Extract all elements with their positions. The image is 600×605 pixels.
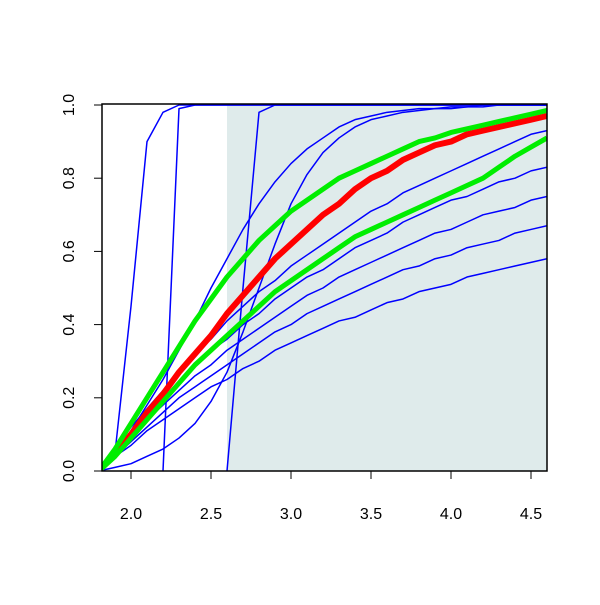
shade-layer bbox=[227, 105, 547, 471]
shaded-region bbox=[227, 105, 547, 471]
curve bbox=[102, 225, 547, 470]
curve bbox=[102, 135, 547, 471]
x-tick-label: 2.0 bbox=[120, 506, 142, 523]
y-tick-label: 0.4 bbox=[61, 313, 78, 335]
y-tick-label: 0.8 bbox=[61, 167, 78, 189]
curve bbox=[102, 108, 547, 471]
x-tick-label: 4.0 bbox=[440, 506, 462, 523]
x-tick-label: 3.5 bbox=[360, 506, 382, 523]
curve bbox=[102, 257, 547, 470]
curve bbox=[102, 195, 547, 469]
y-tick-label: 0.6 bbox=[61, 240, 78, 262]
curve bbox=[102, 113, 547, 471]
plot-box bbox=[101, 103, 548, 472]
y-tick-label: 1.0 bbox=[61, 94, 78, 116]
y-tick-label: 0.2 bbox=[61, 387, 78, 409]
y-tick-label: 0.0 bbox=[61, 460, 78, 482]
x-tick-label: 3.0 bbox=[280, 506, 302, 523]
x-tick-label: 2.5 bbox=[200, 506, 222, 523]
curve bbox=[102, 104, 547, 469]
axes-layer: 2.0 2.5 3.0 3.5 4.0 4.5 0.0 0.2 0.4 0.6 0.8 1.0 bbox=[61, 94, 548, 523]
lines-layer bbox=[102, 104, 547, 471]
x-tick-label: 4.5 bbox=[520, 506, 542, 523]
